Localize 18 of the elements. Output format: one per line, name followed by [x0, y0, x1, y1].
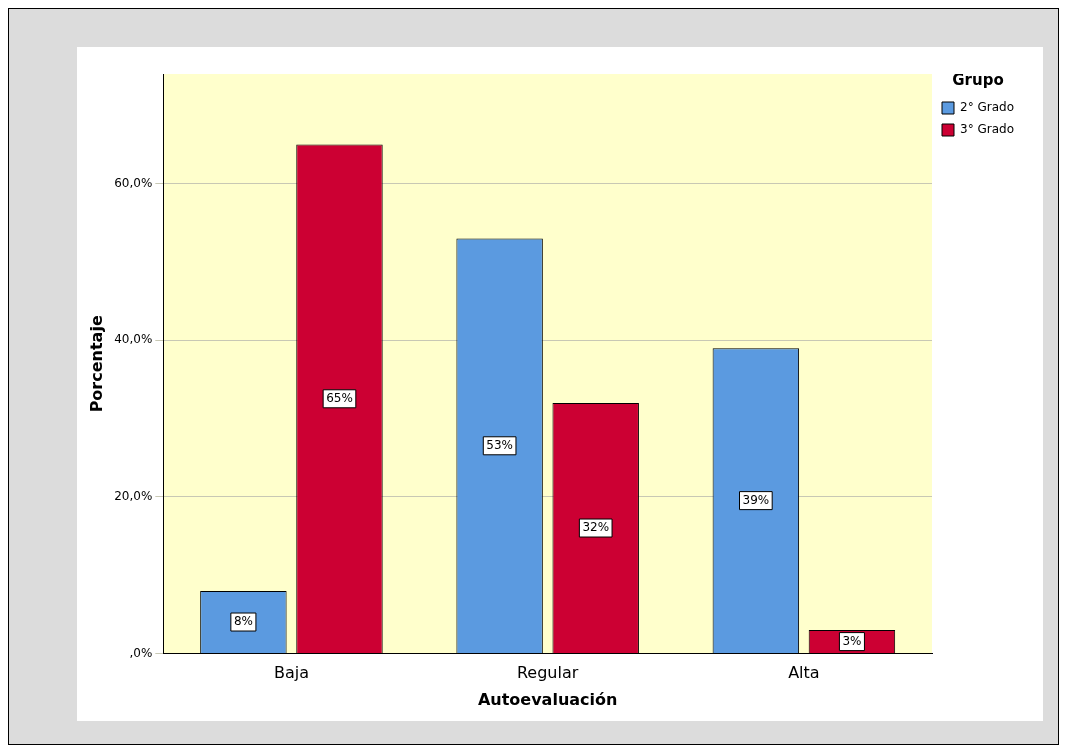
y-tick-label: 60,0% [114, 175, 153, 190]
data-label: 53% [486, 437, 513, 452]
data-label: 8% [233, 614, 253, 629]
x-tick-label: Baja [273, 663, 309, 683]
legend-label: 3° Grado [960, 122, 1015, 137]
x-tick-label: Alta [788, 663, 820, 683]
y-tick-label: 40,0% [114, 332, 153, 347]
x-axis-title: Autoevaluación [477, 689, 618, 709]
legend-title: Grupo [952, 71, 1004, 90]
data-label: 39% [742, 492, 770, 507]
data-label: 65% [326, 390, 353, 405]
y-tick-label: 20,0% [114, 489, 153, 504]
legend-label: 2° Grado [960, 100, 1015, 115]
data-label: 32% [582, 520, 610, 535]
x-tick-label: Regular [516, 663, 579, 683]
y-axis-title: Porcentaje [86, 315, 106, 413]
y-tick-label: ,0% [129, 645, 153, 660]
data-label: 3% [842, 633, 862, 648]
